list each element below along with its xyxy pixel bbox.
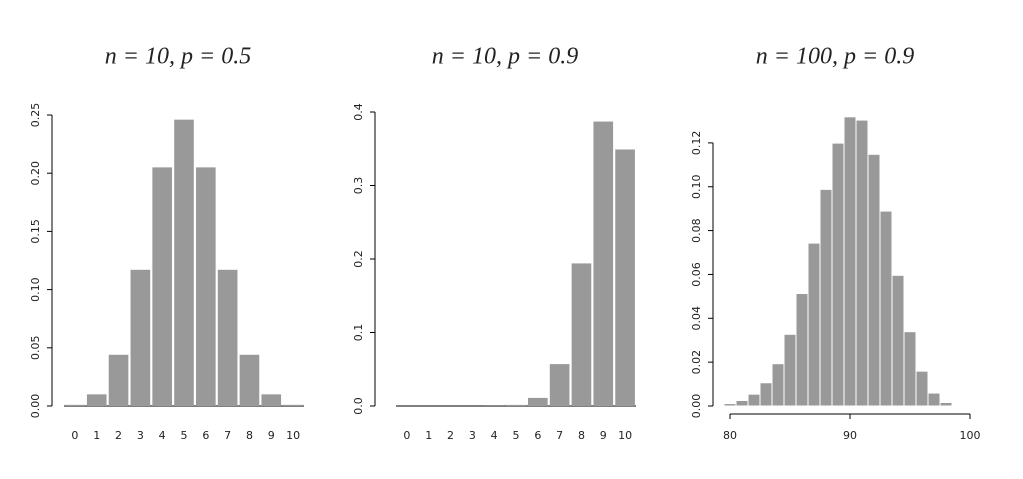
bar <box>915 370 929 407</box>
y-tick-label: 0.25 <box>29 103 42 128</box>
y-tick-label: 0.4 <box>352 103 365 121</box>
y-tick-label: 0.02 <box>690 350 703 375</box>
bar <box>867 153 881 407</box>
x-tick-label: 2 <box>447 429 454 442</box>
bar <box>939 401 953 407</box>
bar <box>855 119 869 407</box>
x-tick-label: 80 <box>723 429 737 442</box>
chart-title: n = 10, p = 0.5 <box>105 44 251 70</box>
x-tick-label: 9 <box>268 429 275 442</box>
y-tick-label: 0.12 <box>690 131 703 156</box>
chart-title: n = 10, p = 0.9 <box>432 44 578 70</box>
x-tick-label: 5 <box>181 429 188 442</box>
bar <box>283 404 303 406</box>
y-tick-label: 0.2 <box>352 250 365 268</box>
y-tick-label: 0.3 <box>352 177 365 195</box>
x-tick-label: 7 <box>224 429 231 442</box>
bar <box>879 210 893 407</box>
y-tick-label: 0.00 <box>690 394 703 419</box>
x-tick-label: 2 <box>115 429 122 442</box>
x-tick-label: 3 <box>137 429 144 442</box>
x-tick-label: 3 <box>469 429 476 442</box>
bar <box>615 149 635 407</box>
x-tick-label: 4 <box>159 429 166 442</box>
y-tick-label: 0.08 <box>690 218 703 243</box>
bar <box>593 121 614 407</box>
bar <box>65 404 85 406</box>
bar <box>807 242 821 407</box>
bar <box>506 404 526 406</box>
x-tick-label: 10 <box>618 429 632 442</box>
bar <box>759 382 773 407</box>
bar <box>903 331 917 407</box>
y-tick-label: 0.0 <box>352 397 365 415</box>
bar <box>217 269 238 406</box>
x-tick-label: 4 <box>491 429 498 442</box>
bar <box>747 393 761 407</box>
bar <box>571 263 592 406</box>
bar <box>783 333 797 407</box>
x-tick-label: 0 <box>403 429 410 442</box>
x-tick-label: 6 <box>202 429 209 442</box>
bar <box>174 119 194 406</box>
bar <box>549 364 570 406</box>
y-tick-label: 0.10 <box>29 277 42 302</box>
x-tick-label: 90 <box>843 429 857 442</box>
x-tick-label: 10 <box>286 429 300 442</box>
bar <box>951 404 965 407</box>
bar <box>771 363 785 407</box>
bar <box>723 403 737 407</box>
y-tick-label: 0.1 <box>352 324 365 342</box>
x-tick-label: 7 <box>556 429 563 442</box>
bar <box>795 293 809 407</box>
x-tick-label: 8 <box>246 429 253 442</box>
x-tick-label: 6 <box>534 429 541 442</box>
x-tick-label: 8 <box>578 429 585 442</box>
bar <box>239 354 260 406</box>
chart-title: n = 100, p = 0.9 <box>756 44 914 70</box>
bar <box>261 394 282 406</box>
bar <box>819 188 833 407</box>
bar <box>528 397 548 406</box>
x-tick-label: 9 <box>600 429 607 442</box>
bar <box>152 167 172 406</box>
x-tick-label: 1 <box>93 429 100 442</box>
bar <box>843 116 857 407</box>
x-tick-label: 0 <box>71 429 78 442</box>
bar <box>735 400 749 407</box>
bar <box>130 269 151 406</box>
y-tick-label: 0.04 <box>690 306 703 331</box>
bar <box>927 392 941 407</box>
bar <box>891 274 905 407</box>
y-tick-label: 0.15 <box>29 219 42 244</box>
y-tick-label: 0.10 <box>690 174 703 199</box>
bar <box>196 167 216 406</box>
y-tick-label: 0.00 <box>29 394 42 419</box>
y-tick-label: 0.05 <box>29 336 42 361</box>
bar <box>831 142 845 407</box>
y-tick-label: 0.06 <box>690 262 703 287</box>
bar <box>108 354 129 406</box>
y-tick-label: 0.20 <box>29 161 42 186</box>
bar <box>86 394 107 406</box>
x-tick-label: 5 <box>513 429 520 442</box>
x-tick-label: 1 <box>425 429 432 442</box>
x-tick-label: 100 <box>960 429 981 442</box>
